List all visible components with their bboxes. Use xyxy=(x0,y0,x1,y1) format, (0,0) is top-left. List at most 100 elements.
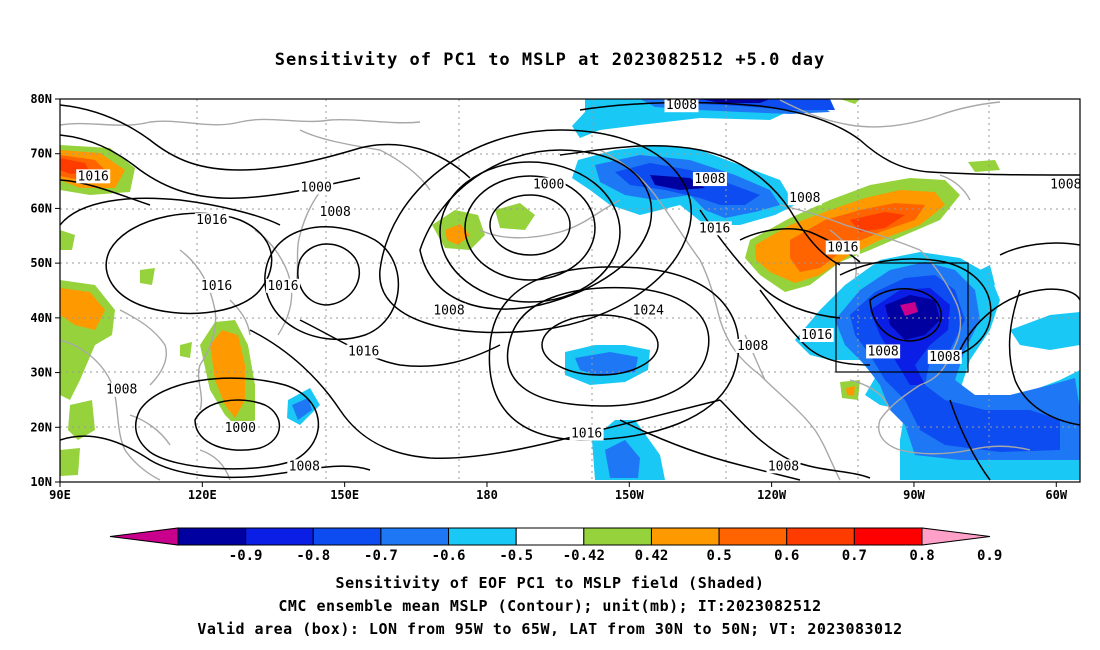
caption-line-2: CMC ensemble mean MSLP (Contour); unit(m… xyxy=(278,597,822,615)
contour-label-bg xyxy=(735,338,770,353)
lat-label: 30N xyxy=(30,366,52,380)
colorbar-swatch xyxy=(786,527,855,546)
colorbar-swatch xyxy=(312,527,382,546)
colorbar-label: -0.6 xyxy=(432,548,466,564)
lon-label: 150E xyxy=(330,488,359,502)
colorbar: -0.9 -0.8 -0.7 -0.6 -0.5 -0.42 0.42 0.5 0.6 0.7 0.… xyxy=(109,527,1002,564)
colorbar-label: -0.7 xyxy=(364,548,398,564)
shade-region xyxy=(68,400,95,440)
shade-region xyxy=(840,99,860,104)
contour-label-bg xyxy=(76,169,111,184)
shade-region xyxy=(210,330,245,418)
plot-frame xyxy=(59,98,1081,483)
shade-region xyxy=(700,99,770,103)
contour-label: 1016 xyxy=(78,169,109,184)
contour-label-bg xyxy=(927,349,962,364)
shade-region xyxy=(1010,312,1080,350)
contour-label: 1008 xyxy=(106,383,137,398)
shade-region xyxy=(968,160,1000,172)
colorbar-label: 0.42 xyxy=(635,548,669,564)
contour-label: 1016 xyxy=(196,213,227,228)
colorbar-label: -0.9 xyxy=(229,548,263,564)
colorbar-label: 0.6 xyxy=(774,548,799,564)
colorbar-swatch xyxy=(177,527,247,546)
colorbar-swatch xyxy=(380,527,450,546)
contour-label: 1016 xyxy=(699,221,730,236)
contour-label-bg xyxy=(104,382,139,397)
shade-region xyxy=(970,265,995,290)
lon-label: 90W xyxy=(903,488,925,502)
contour-label: 1008 xyxy=(694,172,725,187)
contour-1000-low xyxy=(489,194,571,256)
contour-label-bg xyxy=(199,278,234,293)
contour-label: 1000 xyxy=(225,421,256,436)
latitude-axis: 80N 70N 60N 50N 40N 30N 20N 10N xyxy=(30,92,60,489)
contour-labels: 1008 1016 1000 1000 1008 1008 1008 1016 1016 1008… xyxy=(76,98,1083,474)
lat-label: 10N xyxy=(30,475,52,489)
contour-label-bg xyxy=(318,204,353,219)
shade-region xyxy=(495,203,535,230)
contour-label-bg xyxy=(766,459,801,474)
lat-label: 80N xyxy=(30,92,52,106)
lon-label: 180 xyxy=(476,488,498,502)
contour-label: 1008 xyxy=(768,459,799,474)
contour-label-bg xyxy=(531,177,566,192)
shade-region xyxy=(900,302,918,316)
shade-region xyxy=(140,268,155,285)
contour-label-bg xyxy=(569,426,604,441)
colorbar-label: 0.5 xyxy=(706,548,731,564)
contour-label: 1000 xyxy=(301,180,332,195)
figure-title: Sensitivity of PC1 to MSLP at 2023082512… xyxy=(274,50,826,70)
contour-label: 1008 xyxy=(929,350,960,365)
lat-label: 50N xyxy=(30,256,52,270)
lat-label: 60N xyxy=(30,201,52,215)
colorbar-swatch xyxy=(718,527,788,546)
contour-label-bg xyxy=(866,344,901,359)
colorbar-max-triangle xyxy=(921,527,991,546)
contour-label-bg xyxy=(825,240,860,255)
colorbar-label: -0.5 xyxy=(499,548,533,564)
lat-label: 70N xyxy=(30,147,52,161)
colorbar-swatch xyxy=(245,527,314,546)
contour-label: 1000 xyxy=(533,178,564,193)
contour-label-bg xyxy=(194,213,229,228)
lon-label: 150W xyxy=(615,488,645,502)
caption-line-1: Sensitivity of EOF PC1 to MSLP field (Sh… xyxy=(335,574,765,592)
colorbar-label: 0.9 xyxy=(977,548,1002,564)
shade-region xyxy=(445,224,470,245)
shade-region xyxy=(180,342,192,358)
contour-label: 1016 xyxy=(348,344,379,359)
contour-label: 1008 xyxy=(433,303,464,318)
shade-region xyxy=(575,352,638,376)
contour-label-bg xyxy=(265,278,300,293)
contour-1024-high xyxy=(541,314,659,376)
lon-label: 90E xyxy=(49,488,71,502)
lat-label: 20N xyxy=(30,420,52,434)
contour-label-bg xyxy=(697,221,732,236)
colorbar-label: -0.8 xyxy=(296,548,330,564)
shade-region xyxy=(60,288,105,330)
valid-area-box xyxy=(835,262,969,373)
shade-region xyxy=(60,448,80,476)
colorbar-swatch xyxy=(515,527,585,546)
contour-label: 1016 xyxy=(267,279,298,294)
contour-label: 1008 xyxy=(737,339,768,354)
shade-region xyxy=(650,175,705,190)
colorbar-label: 0.8 xyxy=(909,548,934,564)
contour-label-bg xyxy=(223,421,258,436)
contour-label-bg xyxy=(631,303,666,318)
lat-label: 40N xyxy=(30,311,52,325)
contour-label-bg xyxy=(432,303,467,318)
contour-label: 1016 xyxy=(201,279,232,294)
colorbar-swatch xyxy=(583,527,652,546)
colorbar-min-triangle xyxy=(109,527,179,546)
colorbar-swatch xyxy=(650,527,720,546)
contour-label-bg xyxy=(799,328,834,343)
contour-label: 1008 xyxy=(666,98,697,113)
contour-label: 1008 xyxy=(789,191,820,206)
contour-label: 1016 xyxy=(827,240,858,255)
contour-label-bg xyxy=(1048,177,1083,192)
contour-label: 1008 xyxy=(320,205,351,220)
